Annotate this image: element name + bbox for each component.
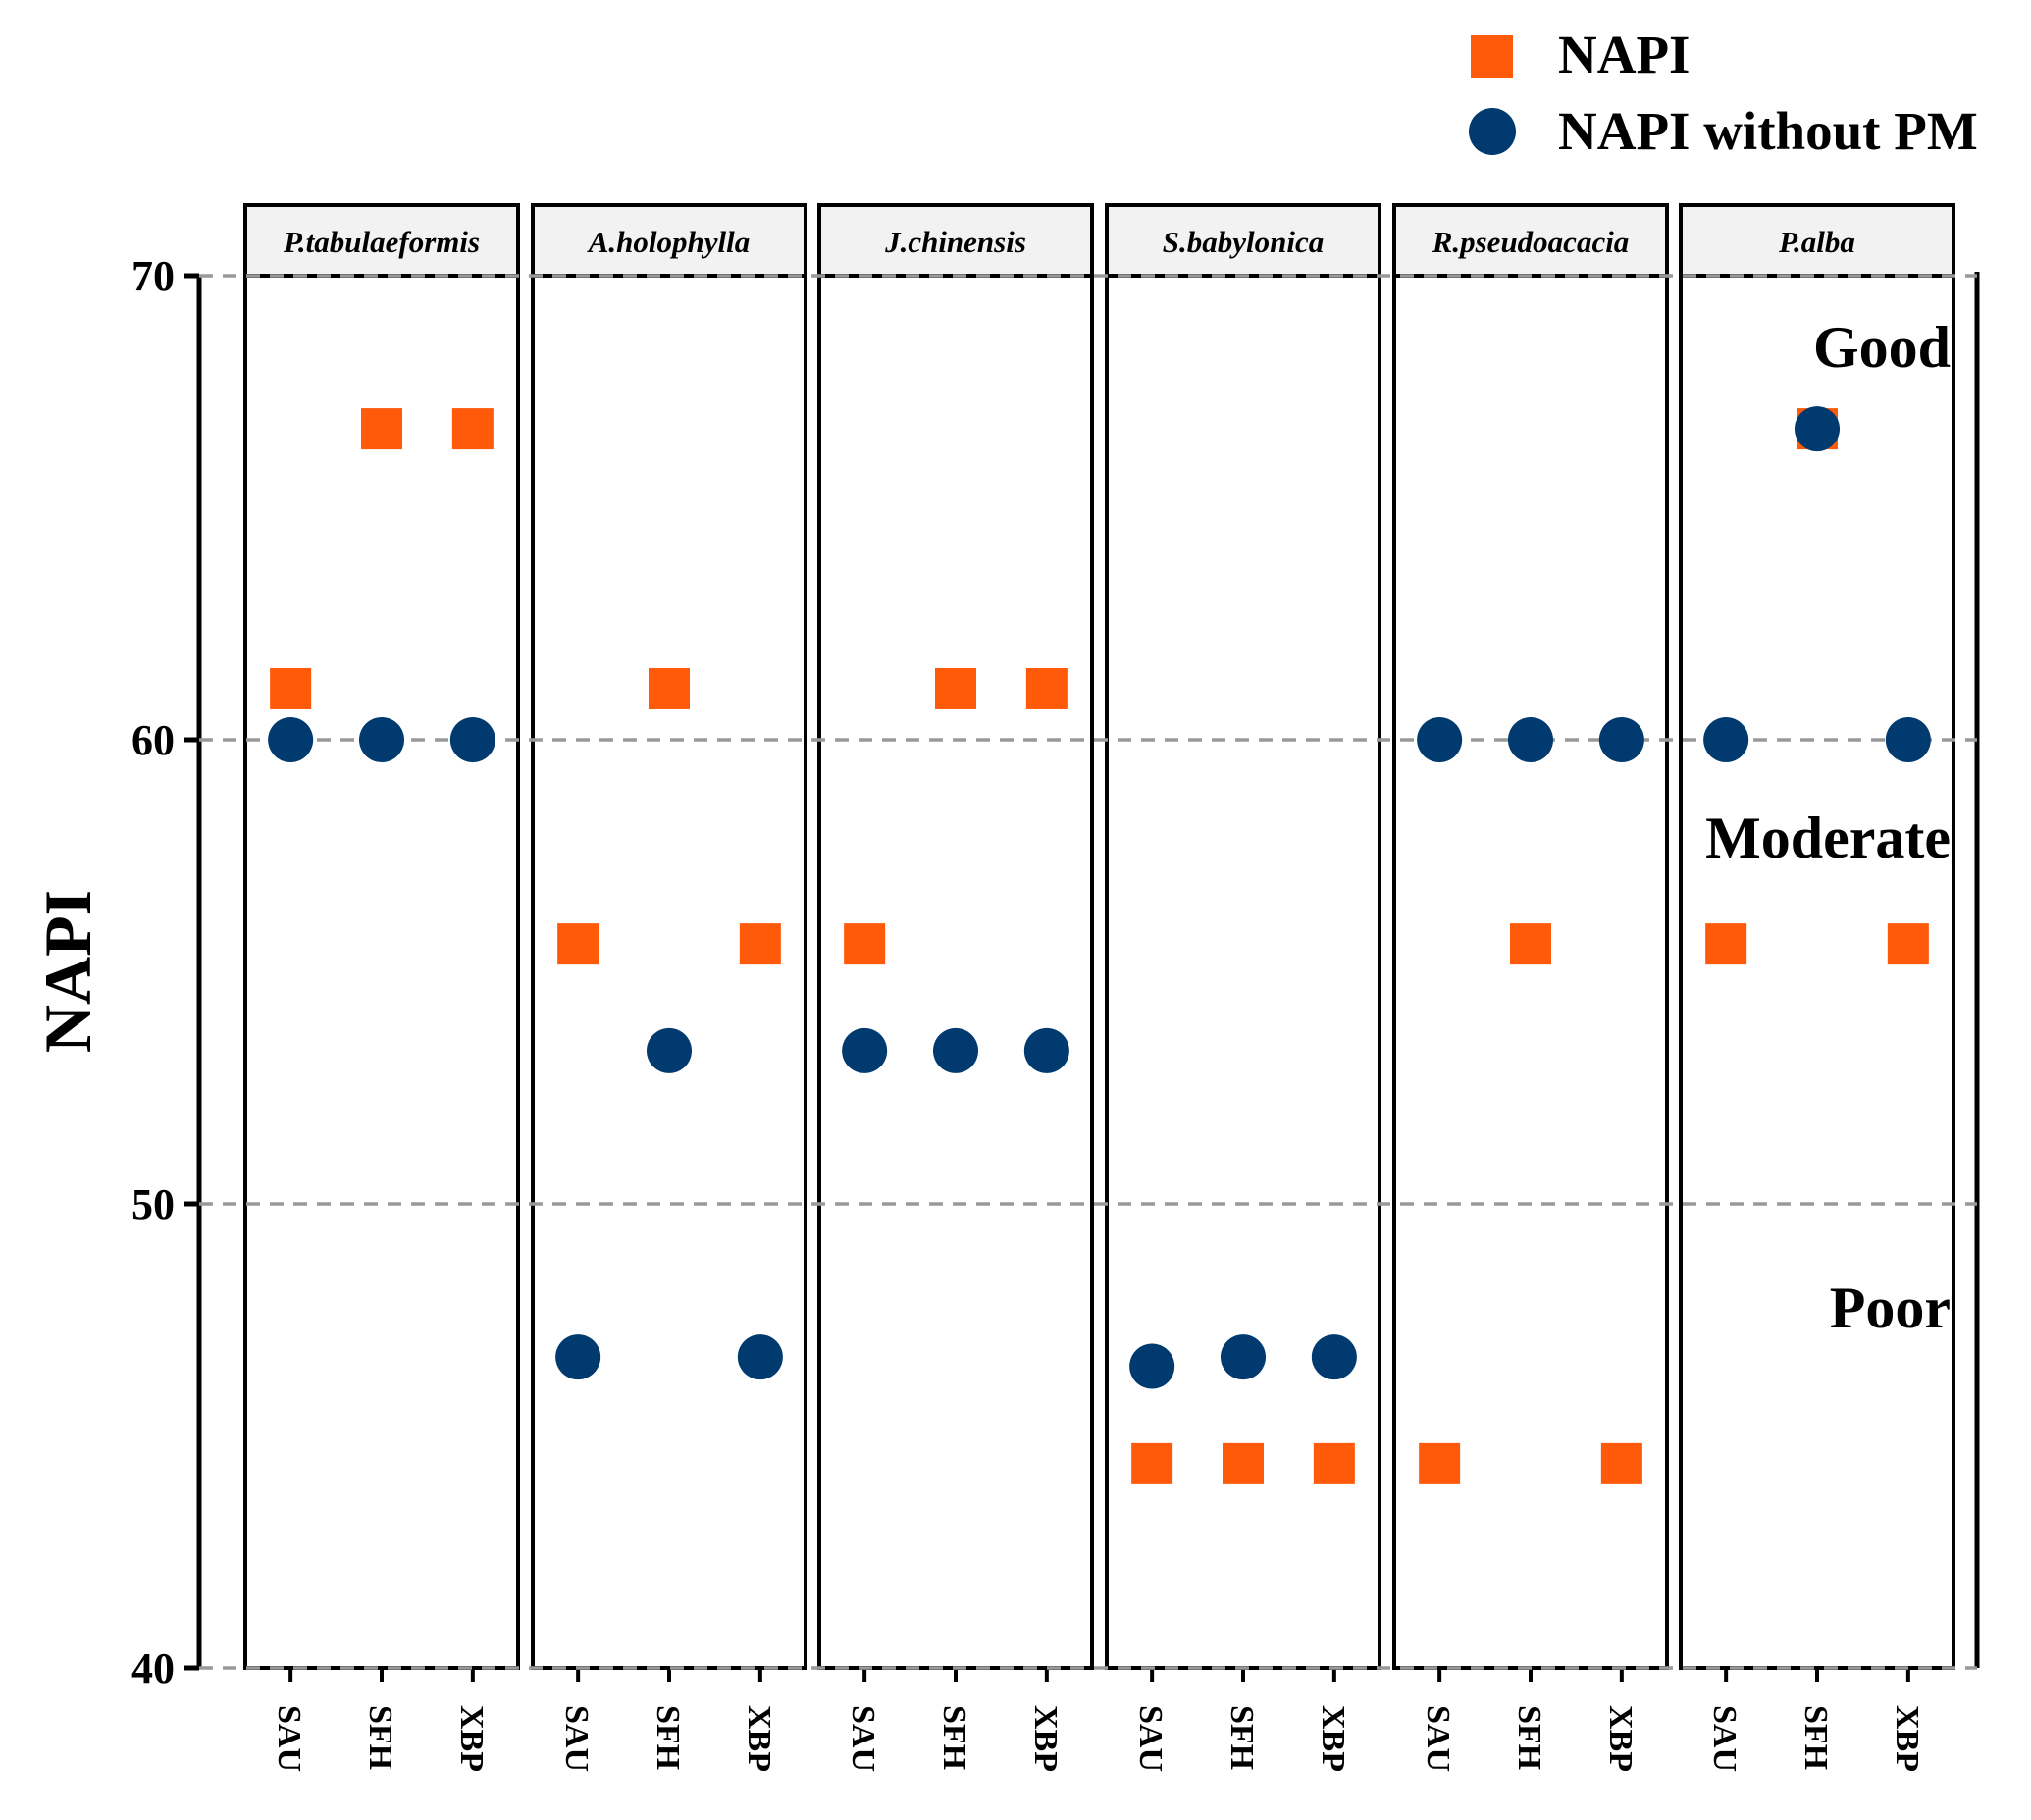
napi-point: [557, 923, 599, 965]
napi-point: [1705, 923, 1747, 965]
napi-without-pm-point: [1703, 717, 1749, 762]
x-tick-label: XBP: [1889, 1705, 1925, 1772]
facet-panel-border: [531, 274, 807, 1670]
facet-label: P.alba: [1778, 225, 1855, 259]
napi-without-pm-point: [268, 717, 314, 762]
napi-without-pm-point: [555, 1334, 601, 1380]
napi-without-pm-point: [1221, 1334, 1266, 1380]
x-tick-label: SAU: [1132, 1705, 1169, 1772]
napi-point: [1313, 1442, 1355, 1484]
napi-without-pm-point: [647, 1027, 692, 1073]
x-tick-label: SFH: [936, 1705, 972, 1770]
x-tick-label: SAU: [1706, 1705, 1743, 1772]
napi-without-pm-point: [842, 1027, 888, 1073]
legend-label-napi: NAPI: [1558, 25, 1690, 84]
napi-without-pm-point: [359, 717, 404, 762]
napi-point: [1600, 1442, 1642, 1484]
napi-without-pm-point: [1795, 406, 1840, 452]
y-tick-label: 50: [131, 1180, 175, 1228]
x-tick-label: SFH: [1224, 1705, 1260, 1770]
x-tick-label: SAU: [845, 1705, 881, 1772]
napi-point: [1419, 1442, 1461, 1484]
legend-circle-marker: [1469, 108, 1516, 155]
napi-without-pm-point: [1129, 1343, 1175, 1389]
zone-label: Good: [1813, 315, 1951, 380]
napi-without-pm-point: [1508, 717, 1553, 762]
y-tick-label: 40: [131, 1644, 175, 1692]
napi-without-pm-point: [1311, 1334, 1357, 1380]
napi-point: [451, 408, 494, 450]
x-tick-label: SAU: [1420, 1705, 1456, 1772]
napi-without-pm-point: [1885, 717, 1931, 762]
napi-point: [1223, 1442, 1264, 1484]
x-tick-label: SFH: [1511, 1705, 1547, 1770]
napi-point: [649, 667, 690, 709]
napi-without-pm-point: [1598, 717, 1644, 762]
napi-point: [935, 667, 976, 709]
zone-label: Poor: [1830, 1275, 1951, 1340]
facet-label: P.tabulaeformis: [283, 225, 480, 259]
napi-point: [1131, 1442, 1173, 1484]
napi-point: [1025, 667, 1068, 709]
napi-without-pm-point: [1023, 1027, 1069, 1073]
legend-label-napi-without-pm: NAPI without PM: [1558, 101, 1978, 161]
x-tick-label: XBP: [1315, 1705, 1351, 1772]
x-tick-label: SFH: [1797, 1705, 1834, 1770]
zone-label: Moderate: [1705, 806, 1951, 870]
x-tick-label: SFH: [362, 1705, 398, 1770]
napi-without-pm-point: [933, 1027, 978, 1073]
napi-point: [270, 667, 312, 709]
x-tick-label: XBP: [1602, 1705, 1639, 1772]
facet-label: J.chinensis: [884, 225, 1026, 259]
napi-point: [739, 923, 781, 965]
x-tick-label: SAU: [558, 1705, 595, 1772]
x-tick-label: XBP: [1027, 1705, 1064, 1772]
x-tick-label: SAU: [271, 1705, 307, 1772]
facet-label: R.pseudoacacia: [1432, 225, 1630, 259]
y-tick-label: 60: [131, 716, 175, 764]
x-tick-label: SFH: [650, 1705, 686, 1770]
x-tick-label: XBP: [453, 1705, 490, 1772]
facet-label: A.holophylla: [587, 225, 751, 259]
napi-point: [361, 408, 402, 450]
x-tick-label: XBP: [741, 1705, 777, 1772]
facet-label: S.babylonica: [1163, 225, 1324, 259]
napi-point: [1887, 923, 1929, 965]
facet-panel-border: [817, 274, 1094, 1670]
y-tick-label: 70: [131, 252, 175, 300]
facet-panel-border: [1679, 274, 1955, 1670]
facet-panel-border: [243, 274, 520, 1670]
napi-without-pm-point: [737, 1334, 783, 1380]
legend-square-marker: [1471, 35, 1513, 78]
facet-strip: [1105, 203, 1381, 278]
y-axis-title: NAPI: [30, 890, 105, 1053]
napi-point: [1510, 923, 1551, 965]
napi-without-pm-point: [1417, 717, 1463, 762]
napi-without-pm-point: [449, 717, 495, 762]
napi-point: [844, 923, 886, 965]
